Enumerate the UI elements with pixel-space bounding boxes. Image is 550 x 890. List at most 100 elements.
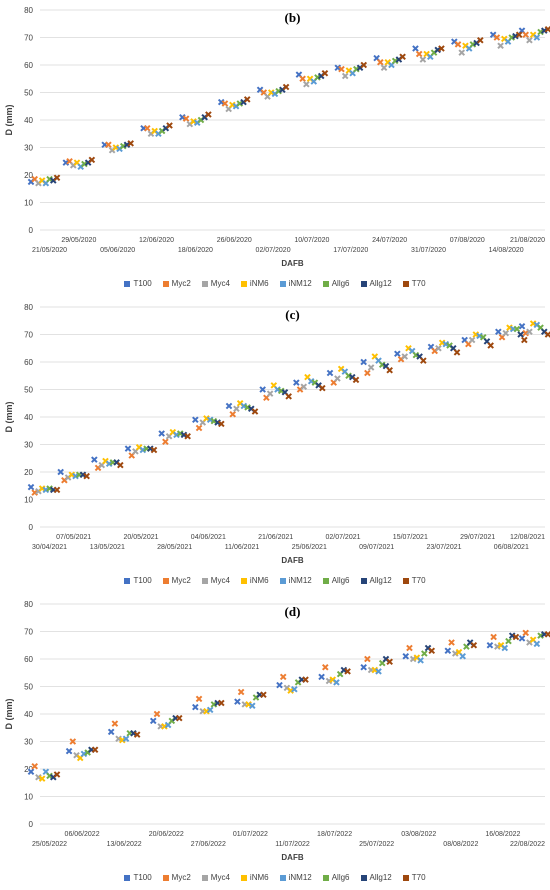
- data-point-t100: [192, 703, 199, 711]
- y-tick-label: 40: [24, 413, 33, 422]
- data-point-t70: [53, 486, 61, 494]
- data-point-t70: [243, 96, 251, 103]
- data-point-myc2: [406, 644, 413, 652]
- legend-b: T100 Myc2 Myc4 iNM6 iNM12 Allg6 Allg12 T70: [0, 279, 550, 288]
- legend-item-t70: T70: [402, 873, 426, 882]
- data-point-t100: [412, 45, 419, 52]
- legend-swatch: [402, 280, 409, 287]
- data-point-myc2: [279, 673, 287, 681]
- data-point-t70: [53, 771, 61, 778]
- data-point-t70: [386, 658, 393, 666]
- data-point-myc2: [415, 50, 423, 58]
- legend-item-inm12: iNM12: [279, 873, 312, 882]
- data-point-myc4: [468, 336, 476, 344]
- data-point-allg6: [505, 637, 512, 645]
- y-tick-label: 60: [24, 358, 33, 367]
- data-point-inm12: [291, 685, 298, 693]
- data-point-t70: [515, 31, 523, 39]
- data-point-t100: [360, 358, 367, 366]
- legend-label: T70: [411, 873, 426, 882]
- data-point-myc2: [448, 639, 455, 646]
- y-tick-label: 30: [24, 144, 33, 153]
- legend-swatch: [322, 280, 329, 287]
- data-point-t70: [127, 140, 134, 147]
- data-point-myc4: [526, 328, 533, 336]
- x-tick-label: 04/06/2021: [191, 534, 226, 541]
- x-tick-label: 11/06/2021: [225, 544, 260, 551]
- data-point-t100: [57, 468, 64, 476]
- legend-c: T100 Myc2 Myc4 iNM6 iNM12 Allg6 Allg12 T70: [0, 576, 550, 585]
- data-point-t70: [88, 156, 96, 164]
- y-tick-label: 80: [24, 6, 33, 15]
- data-point-myc4: [334, 375, 341, 382]
- data-point-myc2: [522, 31, 530, 39]
- legend-label: Allg12: [369, 576, 392, 585]
- x-tick-label: 24/07/2020: [372, 237, 407, 244]
- legend-label: Allg6: [331, 873, 350, 882]
- legend-item-t70: T70: [402, 279, 426, 288]
- data-point-myc2: [338, 65, 345, 73]
- data-point-myc2: [221, 100, 229, 107]
- legend-swatch: [360, 280, 367, 287]
- data-point-t100: [276, 681, 283, 689]
- legend-label: T100: [133, 279, 152, 288]
- x-tick-label: 14/08/2020: [489, 247, 524, 254]
- data-point-t70: [91, 746, 99, 754]
- x-tick-label: 27/06/2022: [191, 841, 226, 848]
- chart-c-svg: 0 10 20 30 40 50 60 70 80 D (mm) (c) 30/04/2021 07/0…: [4, 303, 550, 565]
- data-point-myc4: [367, 364, 375, 371]
- legend-label: Myc2: [171, 873, 191, 882]
- data-point-inm12: [417, 657, 424, 664]
- legend-swatch: [279, 874, 286, 881]
- x-tick-label: 25/06/2021: [292, 544, 327, 551]
- legend-d: T100 Myc2 Myc4 iNM6 iNM12 Allg6 Allg12 T70: [0, 873, 550, 882]
- data-point-t100: [192, 416, 199, 424]
- data-point-t100: [234, 698, 241, 705]
- data-point-t70: [302, 676, 309, 683]
- x-tick-label: 02/07/2020: [256, 247, 291, 254]
- data-point-t70: [477, 36, 484, 44]
- data-point-t70: [218, 420, 225, 428]
- legend-label: iNM12: [288, 873, 312, 882]
- data-point-t70: [428, 647, 436, 655]
- legend-item-allg6: Allg6: [322, 279, 350, 288]
- y-tick-label: 50: [24, 89, 33, 98]
- data-point-myc2: [111, 720, 119, 727]
- legend-swatch: [322, 577, 329, 584]
- legend-item-myc4: Myc4: [201, 873, 230, 882]
- y-tick-label: 30: [24, 738, 33, 747]
- data-point-t100: [27, 483, 35, 491]
- data-point-myc4: [502, 329, 510, 337]
- data-point-t100: [293, 379, 300, 386]
- legend-item-allg12: Allg12: [360, 576, 392, 585]
- data-point-inm12: [459, 652, 466, 660]
- x-tick-label: 06/08/2021: [494, 544, 529, 551]
- legend-item-allg6: Allg6: [322, 873, 350, 882]
- data-point-t70: [420, 357, 427, 364]
- legend-label: iNM12: [288, 279, 312, 288]
- data-point-myc4: [401, 353, 409, 360]
- x-tick-label: 29/05/2020: [61, 237, 96, 244]
- legend-item-myc2: Myc2: [162, 576, 191, 585]
- legend-swatch: [402, 577, 409, 584]
- legend-item-t100: T100: [124, 873, 152, 882]
- legend-label: Allg12: [369, 873, 392, 882]
- data-point-myc2: [153, 710, 161, 718]
- x-tick-label: 22/08/2022: [510, 841, 545, 848]
- legend-item-allg6: Allg6: [322, 576, 350, 585]
- data-point-t100: [326, 369, 334, 377]
- x-tick-label: 07/08/2020: [450, 237, 485, 244]
- x-tick-label: 10/07/2020: [294, 237, 329, 244]
- data-point-myc2: [364, 655, 371, 663]
- data-point-t70: [282, 83, 290, 91]
- y-tick-label: 70: [24, 331, 33, 340]
- data-point-myc2: [182, 115, 190, 122]
- legend-swatch: [322, 874, 329, 881]
- y-tick-label: 20: [24, 468, 33, 477]
- data-point-t70: [285, 393, 292, 400]
- data-point-myc2: [162, 438, 169, 446]
- x-tick-label: 15/07/2021: [393, 534, 428, 541]
- x-tick-label: 23/07/2021: [426, 544, 461, 551]
- data-point-t100: [225, 402, 233, 410]
- data-point-t70: [184, 432, 191, 440]
